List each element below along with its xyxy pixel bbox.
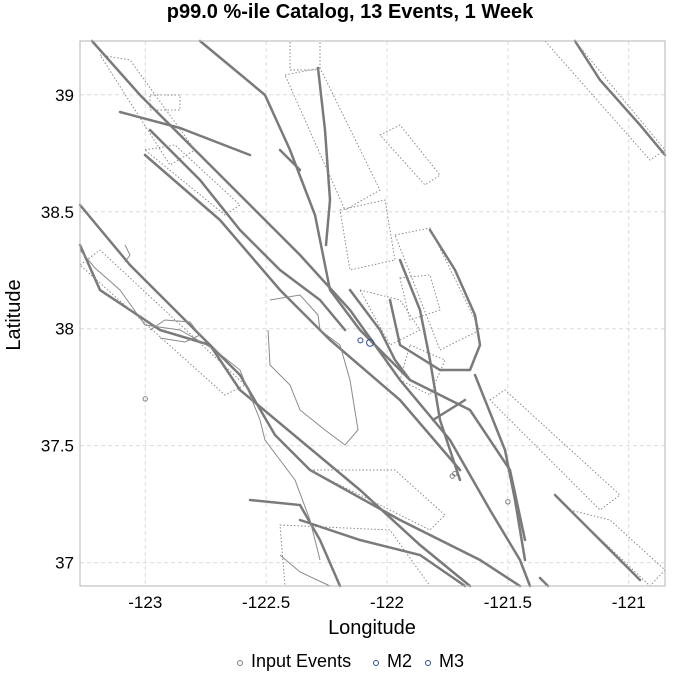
fault-dip-hatching (289, 40, 321, 71)
fault-dip-hatching (399, 344, 446, 396)
event-point (142, 396, 148, 402)
fault-dip-hatching (543, 40, 666, 161)
fault-trace (143, 153, 462, 472)
fault-trace (388, 228, 482, 372)
event-point (451, 471, 458, 477)
coastline (79, 249, 321, 561)
fault-trace (78, 243, 472, 588)
event-points (142, 337, 511, 505)
chart-title: p99.0 %-ile Catalog, 13 Events, 1 Week (167, 1, 534, 23)
x-tick-label: -122 (370, 593, 404, 612)
fault-trace (78, 203, 522, 588)
fault-trace (431, 398, 467, 422)
fault-dip-hatching (568, 509, 666, 587)
x-tick-labels: -123 -122.5 -122 -121.5 -121 (128, 593, 646, 612)
y-tick-label: 38 (55, 320, 74, 339)
fault-dip-hatching (284, 67, 381, 211)
legend-label-m2: M2 (387, 651, 412, 671)
fault-dip-hatching (309, 469, 446, 531)
legend-marker-input-events (237, 660, 243, 666)
legend-label-m3: M3 (439, 651, 464, 671)
plot-frame (79, 40, 666, 587)
fault-dip-hatching (359, 289, 421, 346)
fault-trace (298, 518, 467, 588)
y-axis-label: Latitude (3, 279, 25, 350)
fault-trace (248, 498, 342, 588)
legend-marker-m2 (373, 660, 379, 666)
x-axis-label: Longitude (328, 617, 416, 639)
fault-trace (316, 66, 332, 247)
coastline (279, 554, 331, 587)
fault-trace (398, 258, 462, 482)
event-point (366, 338, 375, 347)
fault-dip-hatching (79, 249, 246, 396)
legend-label-input-events: Input Events (251, 651, 351, 671)
y-tick-label: 38.5 (41, 203, 74, 222)
x-tick-label: -121 (612, 593, 646, 612)
y-tick-label: 37.5 (41, 437, 74, 456)
coastline (149, 319, 201, 343)
fault-dip-hatching (394, 227, 481, 351)
event-point (357, 337, 364, 344)
fault-map-background (78, 39, 667, 588)
fault-trace (473, 373, 527, 562)
event-point (505, 499, 511, 505)
fault-dip-hatching (98, 54, 196, 166)
coastline (267, 294, 359, 446)
fault-trace (198, 39, 527, 542)
fault-trace (118, 110, 252, 157)
fault-trace (538, 576, 550, 588)
y-tick-label: 37 (55, 554, 74, 573)
fault-trace (553, 493, 642, 582)
y-tick-labels: 37 37.5 38 38.5 39 (41, 86, 74, 573)
x-tick-label: -122.5 (242, 593, 290, 612)
fault-trace (148, 128, 347, 332)
fault-trace (573, 39, 667, 157)
legend: Input Events M2 M3 (237, 651, 464, 671)
fault-dip-hatching (379, 124, 441, 186)
y-tick-label: 39 (55, 86, 74, 105)
fault-dip-hatching (489, 389, 621, 511)
fault-dip-hatching (399, 274, 441, 321)
coastline (124, 244, 131, 263)
x-tick-label: -123 (128, 593, 162, 612)
x-tick-label: -121.5 (484, 593, 532, 612)
legend-marker-m3 (425, 660, 431, 666)
fault-trace (278, 148, 302, 172)
